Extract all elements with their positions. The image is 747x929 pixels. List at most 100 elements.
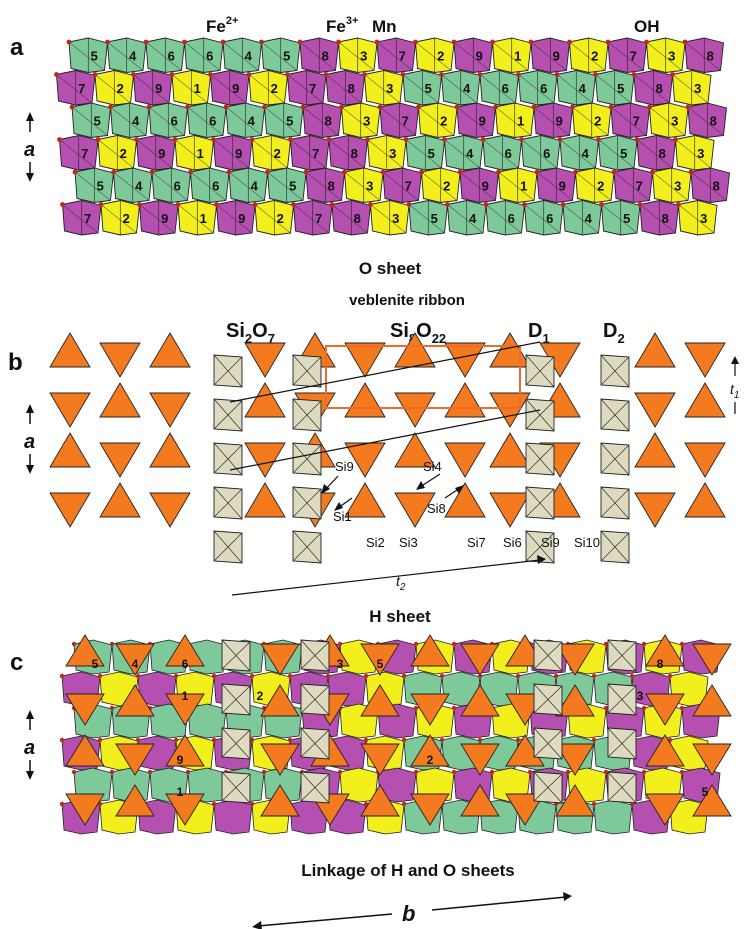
site-number: 9 [553, 48, 560, 63]
tetrahedron [460, 643, 500, 676]
linkage-caption: Linkage of H and O sheets [301, 861, 515, 880]
octahedron: 5 [406, 200, 448, 236]
tetrahedron [645, 693, 685, 726]
tetrahedron [149, 332, 191, 368]
tetrahedron [645, 634, 685, 667]
octahedron: 7 [380, 167, 422, 203]
octahedron: 6 [483, 200, 525, 236]
site-number: 8 [659, 146, 666, 161]
octahedron: 9 [208, 70, 250, 106]
site-number: 8 [713, 178, 720, 193]
octahedron: 8 [637, 200, 679, 236]
tetrahedron [99, 382, 141, 418]
tetrahedron [344, 342, 386, 378]
paired-tetrahedron [533, 727, 563, 760]
panel-c-letter: c [10, 649, 23, 676]
octahedron [591, 799, 633, 835]
octahedron: 5 [403, 135, 445, 171]
tetrahedron [692, 643, 732, 676]
octahedron: 3 [650, 167, 692, 203]
site-number: 4 [579, 81, 587, 96]
site-number: 2 [123, 211, 130, 226]
site-si3: Si3 [399, 535, 418, 550]
paired-tetrahedron [213, 398, 243, 432]
site-number: 6 [209, 113, 216, 128]
site-pointers [321, 473, 464, 511]
tetrahedron [460, 784, 500, 817]
site-number: 7 [81, 146, 88, 161]
octahedron: 3 [365, 135, 407, 171]
paired-tetrahedron [221, 727, 251, 760]
octahedron: 9 [457, 167, 499, 203]
paired-tetrahedron [221, 639, 251, 672]
paired-tetrahedron [600, 398, 630, 432]
tetrahedron [49, 432, 91, 468]
octahedron: 8 [682, 37, 724, 73]
site-number: 5 [620, 146, 627, 161]
site-number: 6 [171, 113, 178, 128]
paired-tetrahedron [213, 442, 243, 476]
tetrahedron [244, 442, 286, 478]
octahedron: 3 [339, 102, 381, 138]
octahedron: 7 [54, 70, 96, 106]
octahedron: 5 [596, 135, 638, 171]
octahedron: 2 [413, 37, 455, 73]
tetrahedron [645, 793, 685, 826]
tetrahedron [99, 342, 141, 378]
site-number: 8 [328, 178, 335, 193]
tetrahedron [344, 482, 386, 518]
octahedron: 8 [303, 167, 345, 203]
site-number: 3 [674, 178, 681, 193]
paired-tetrahedron [607, 727, 637, 760]
tetrahedron [65, 734, 105, 767]
cell-edge-upper [229, 341, 541, 403]
t2-arrow: t2 [231, 555, 546, 596]
site-number: 4 [129, 48, 137, 63]
site-number: 1 [520, 178, 527, 193]
octahedron: 6 [480, 135, 522, 171]
octahedron: 4 [108, 102, 150, 138]
site-number: 2 [594, 113, 601, 128]
site-number: 1 [194, 81, 201, 96]
octahedron: 6 [143, 37, 185, 73]
site-number: 5 [428, 146, 435, 161]
tetrahedron [645, 734, 685, 767]
site-number: 9 [158, 146, 165, 161]
octahedron: 1 [175, 200, 217, 236]
tetrahedron [165, 693, 205, 726]
tetrahedron [410, 734, 450, 767]
site-number: 8 [707, 48, 714, 63]
panel-c: c 5 4 6 1 2 3 9 1 2 5 3 8 5 a Linkage of H and O she… [10, 634, 732, 880]
octahedron: 8 [297, 37, 339, 73]
site-number: 3 [700, 211, 707, 226]
site-number: 6 [502, 81, 509, 96]
octahedron: 2 [98, 200, 140, 236]
tetrahedron [555, 784, 595, 817]
octahedron: 2 [95, 135, 137, 171]
tetrahedron [555, 643, 595, 676]
tetrahedron [460, 743, 500, 776]
paired-tetrahedron [292, 530, 322, 564]
octahedron: 9 [534, 167, 576, 203]
site-number: 3 [360, 48, 367, 63]
octahedron: 3 [342, 167, 384, 203]
octahedron: 4 [560, 200, 602, 236]
octahedron: 3 [362, 70, 404, 106]
tetrahedron [444, 482, 486, 518]
octahedron: 2 [570, 102, 612, 138]
tetrahedron [634, 332, 676, 368]
panel-a-letter: a [10, 34, 24, 61]
tetrahedron [344, 382, 386, 418]
octahedron: 4 [439, 70, 481, 106]
site-number: 9 [482, 178, 489, 193]
site-number: 2 [427, 753, 434, 767]
site-number: 5 [377, 657, 384, 671]
mn-label: Mn [372, 17, 397, 36]
octahedron: 2 [252, 200, 294, 236]
site-number: 1 [197, 146, 204, 161]
paired-tetrahedron [525, 442, 555, 476]
paired-tetrahedron [525, 398, 555, 432]
octahedron: 9 [214, 200, 256, 236]
paired-tetrahedron [533, 771, 563, 804]
paired-tetrahedron [600, 442, 630, 476]
